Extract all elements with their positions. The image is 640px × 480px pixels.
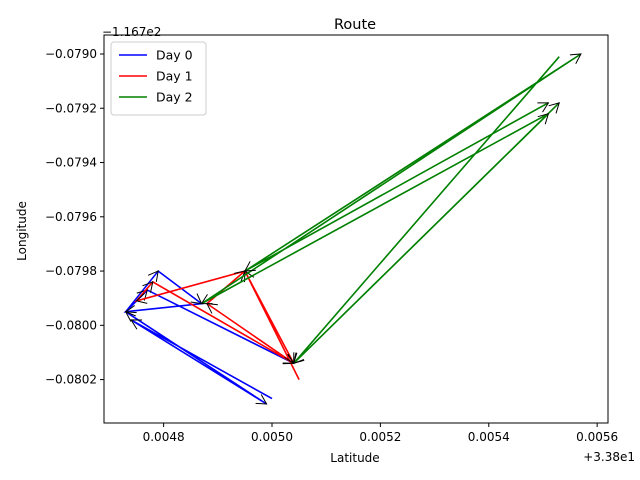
direction-arrow — [569, 53, 582, 64]
direction-arrow — [130, 319, 143, 330]
x-tick-label: 0.0048 — [143, 430, 185, 444]
axis-ticks: 0.0048 0.0050 0.0052 0.0054 0.0056 −0.0790 −0.… — [45, 47, 618, 444]
x-tick-label: 0.0050 — [251, 430, 293, 444]
y-tick-label: −0.0800 — [45, 318, 97, 332]
direction-arrow — [292, 352, 305, 365]
direction-arrow — [142, 281, 154, 293]
y-tick-label: −0.0792 — [45, 101, 97, 115]
x-tick-label: 0.0054 — [468, 430, 510, 444]
direction-arrow — [200, 294, 213, 305]
axes-frame — [103, 34, 609, 424]
legend-label: Day 0 — [156, 48, 193, 63]
y-axis-label: Longitude — [15, 201, 29, 261]
y-tick-label: −0.0794 — [45, 156, 97, 170]
x-axis-label: Latitude — [330, 451, 379, 465]
chart-title: Route — [334, 17, 376, 33]
direction-arrow — [124, 305, 137, 317]
plot-area — [123, 53, 582, 405]
direction-arrow — [255, 394, 268, 405]
direction-arrow — [244, 261, 256, 272]
legend: Day 0 Day 1 Day 2 — [110, 41, 207, 116]
y-tick-label: −0.0798 — [45, 264, 97, 278]
direction-arrow — [537, 102, 550, 113]
route-line — [134, 269, 300, 380]
legend-label: Day 1 — [156, 69, 193, 84]
direction-arrow — [537, 112, 550, 125]
series-day-2 — [200, 53, 582, 365]
y-tick-label: −0.0790 — [45, 47, 97, 61]
direction-arrow — [548, 102, 560, 114]
y-offset-label: −1.167e2 — [102, 25, 161, 39]
y-tick-label: −0.0796 — [45, 210, 97, 224]
legend-label: Day 2 — [156, 90, 193, 105]
x-tick-label: 0.0056 — [576, 430, 618, 444]
direction-arrow — [135, 292, 148, 304]
y-tick-label: −0.0802 — [45, 373, 97, 387]
x-offset-label: +3.38e1 — [583, 450, 635, 464]
direction-arrow — [147, 270, 159, 282]
x-tick-label: 0.0052 — [359, 430, 401, 444]
direction-arrow — [136, 289, 149, 301]
